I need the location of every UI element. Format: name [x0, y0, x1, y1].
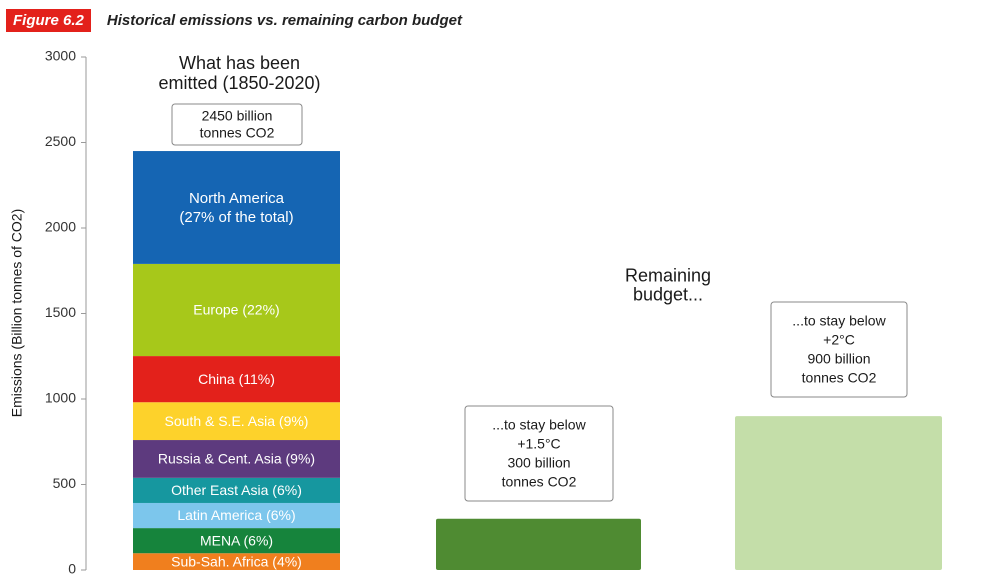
y-tick-label: 2500 [45, 133, 76, 149]
stacked-bar-segment [133, 151, 340, 264]
budget-box-text: +1.5°C [517, 436, 560, 452]
budget-box-text: +2°C [823, 332, 855, 348]
budget-bar [436, 518, 641, 570]
segment-label: Sub-Sah. Africa (4%) [171, 553, 302, 569]
stacked-bar-segment [133, 440, 340, 478]
stacked-bar-segment [133, 528, 340, 554]
budget-box [464, 405, 614, 502]
segment-label: Russia & Cent. Asia (9%) [158, 451, 315, 467]
segment-label: Europe (22%) [193, 302, 279, 318]
remaining-budget-label: budget... [633, 284, 703, 304]
segment-label: MENA (6%) [200, 532, 273, 548]
segment-label: North America [189, 190, 285, 207]
segment-label: (27% of the total) [179, 209, 293, 226]
stacked-bar-segment [133, 477, 340, 503]
figure-header: Figure 6.2 Historical emissions vs. rema… [0, 8, 462, 32]
stacked-bar-segment [133, 402, 340, 441]
segment-label: China (11%) [198, 371, 275, 387]
y-tick-label: 0 [68, 561, 76, 577]
budget-box-text: tonnes CO2 [502, 474, 577, 490]
remaining-budget-label: Remaining [625, 265, 711, 285]
emitted-header: emitted (1850-2020) [158, 73, 320, 93]
y-tick-label: 500 [53, 475, 77, 491]
segment-label: South & S.E. Asia (9%) [165, 413, 309, 429]
budget-box-text: 900 billion [807, 351, 870, 367]
stacked-bar-segment [133, 263, 340, 357]
y-axis-label: Emissions (Billion tonnes of CO2) [9, 209, 25, 418]
budget-box-text: ...to stay below [492, 417, 586, 433]
budget-box [770, 301, 908, 398]
y-tick-label: 3000 [45, 48, 76, 64]
figure-title: Historical emissions vs. remaining carbo… [106, 11, 462, 29]
y-tick-label: 1000 [45, 390, 76, 406]
total-box-text: 2450 billion [202, 108, 273, 124]
stacked-bar-segment [133, 356, 340, 403]
y-tick-label: 1500 [45, 304, 76, 320]
segment-label: Other East Asia (6%) [171, 482, 302, 498]
stacked-bar-segment [133, 502, 340, 529]
y-tick-label: 2000 [45, 219, 76, 235]
budget-bar [735, 416, 942, 570]
figure-label: Figure 6.2 [6, 8, 91, 32]
budget-box-text: tonnes CO2 [802, 370, 877, 386]
total-box-text: tonnes CO2 [200, 125, 275, 141]
budget-box-text: 300 billion [507, 455, 570, 471]
emitted-header: What has been [179, 53, 300, 73]
budget-box-text: ...to stay below [792, 313, 886, 329]
total-box [171, 103, 303, 146]
stacked-bar-segment [133, 553, 340, 570]
segment-label: Latin America (6%) [177, 507, 295, 523]
